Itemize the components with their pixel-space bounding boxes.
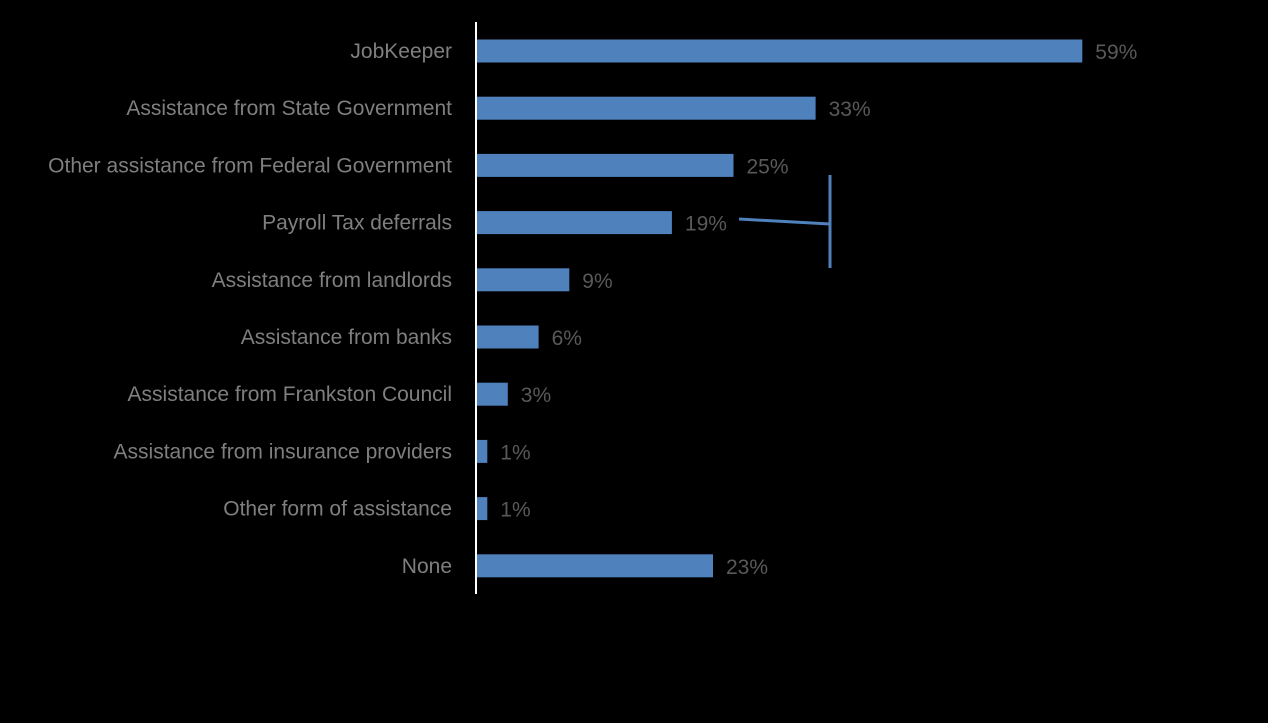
value-label-8: 1% <box>500 499 530 522</box>
category-label-1: Assistance from State Government <box>126 97 452 120</box>
value-label-1: 33% <box>829 98 871 121</box>
bar-5 <box>477 325 539 349</box>
value-label-0: 59% <box>1095 41 1137 64</box>
category-label-7: Assistance from insurance providers <box>114 440 452 463</box>
category-label-2: Other assistance from Federal Government <box>48 154 452 177</box>
value-label-2: 25% <box>747 155 789 178</box>
category-label-8: Other form of assistance <box>223 498 452 521</box>
bar-0 <box>477 39 1083 63</box>
bar-2 <box>477 153 734 177</box>
annotation-bracket <box>738 175 832 268</box>
bracket-pointer-line <box>738 217 831 226</box>
category-label-3: Payroll Tax deferrals <box>262 212 452 235</box>
bar-8 <box>477 497 488 521</box>
value-label-7: 1% <box>500 441 530 464</box>
bars-layer <box>477 39 1083 578</box>
labels-layer: JobKeeper 59% Assistance from State Govern… <box>48 40 1137 579</box>
bar-1 <box>477 96 816 120</box>
category-label-6: Assistance from Frankston Council <box>128 383 452 406</box>
category-label-9: None <box>402 555 452 578</box>
value-label-3: 19% <box>685 213 727 236</box>
value-label-9: 23% <box>726 556 768 579</box>
value-label-5: 6% <box>552 327 582 350</box>
bar-3 <box>477 211 672 235</box>
value-label-4: 9% <box>582 270 612 293</box>
category-label-5: Assistance from banks <box>241 326 452 349</box>
bar-6 <box>477 382 508 406</box>
bar-9 <box>477 554 713 578</box>
value-label-6: 3% <box>521 384 551 407</box>
bar-7 <box>477 439 488 463</box>
bar-4 <box>477 268 570 292</box>
category-label-4: Assistance from landlords <box>212 269 452 292</box>
category-label-0: JobKeeper <box>350 40 452 63</box>
